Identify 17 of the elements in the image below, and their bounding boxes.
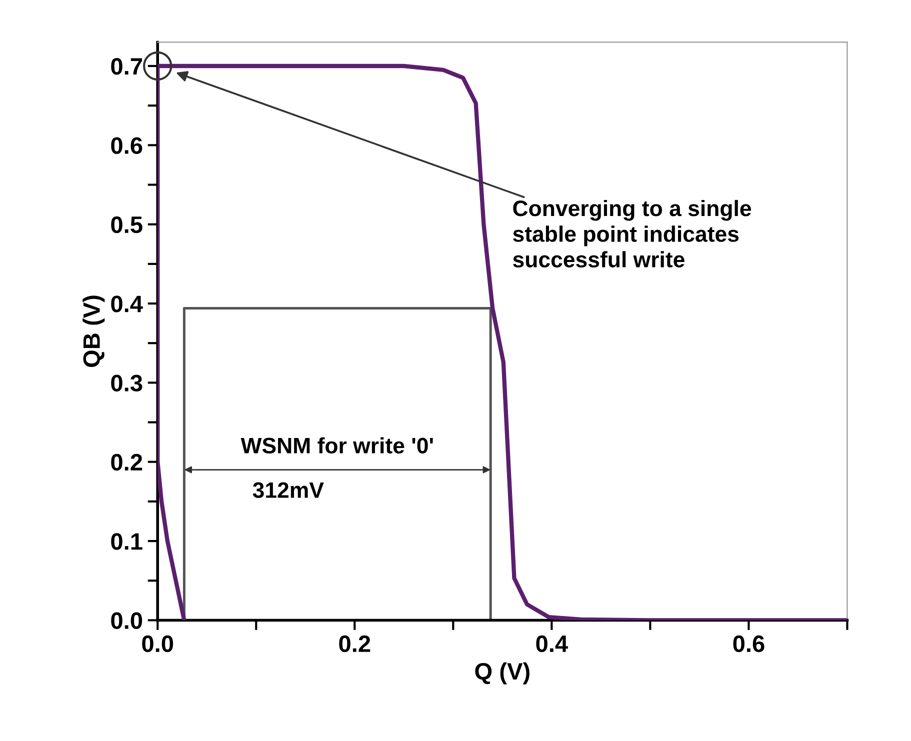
annotation: 312mV bbox=[252, 482, 324, 498]
y-tick-label: 0.0 bbox=[111, 612, 142, 630]
x-axis-title: Q (V) bbox=[475, 662, 530, 684]
y-tick-label: 0.7 bbox=[111, 58, 142, 75]
annotation: WSNM for write '0' bbox=[240, 437, 433, 454]
y-tick-label: 0.2 bbox=[111, 454, 142, 471]
y-axis-title: QB (V) bbox=[82, 296, 105, 367]
y-tick-label: 0.1 bbox=[111, 533, 142, 550]
x-tick-label: 0.4 bbox=[536, 635, 568, 652]
y-tick-label: 0.5 bbox=[111, 216, 142, 234]
y-tick-label: 0.4 bbox=[111, 296, 143, 312]
annotation: Converging to a single stable point indicates successful write bbox=[513, 200, 752, 268]
y-tick-label: 0.6 bbox=[111, 137, 142, 154]
y-tick-label: 0.3 bbox=[111, 374, 142, 392]
x-tick-label: 0.6 bbox=[733, 635, 764, 652]
x-tick-label: 0.0 bbox=[142, 635, 174, 652]
x-tick-label: 0.2 bbox=[339, 635, 370, 652]
